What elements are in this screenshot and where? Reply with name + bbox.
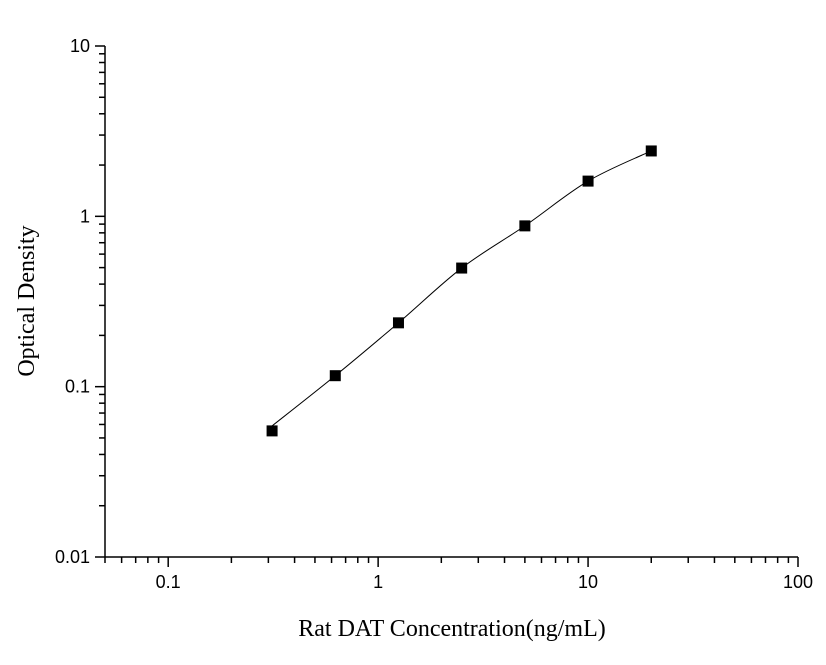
y-tick-label: 1 <box>80 206 90 226</box>
data-point <box>645 145 657 157</box>
data-point <box>456 262 468 274</box>
axes: 0.1 1 10 100 0.01 0.1 1 10 <box>55 36 813 592</box>
data-point <box>266 425 278 437</box>
data-point <box>582 175 594 187</box>
y-tick-label: 10 <box>70 36 90 56</box>
y-tick-label: 0.1 <box>65 377 90 397</box>
data-points <box>266 145 657 437</box>
fit-curve <box>271 150 652 427</box>
x-tick-label: 0.1 <box>156 572 181 592</box>
data-point <box>329 370 341 382</box>
y-axis-title: Optical Density <box>14 225 40 376</box>
data-point <box>392 317 404 329</box>
y-tick-label: 0.01 <box>55 547 90 567</box>
x-tick-label: 100 <box>783 572 813 592</box>
x-tick-label: 1 <box>373 572 383 592</box>
data-point <box>519 220 531 232</box>
x-axis-title: Rat DAT Concentration(ng/mL) <box>298 616 606 642</box>
x-tick-label: 10 <box>578 572 598 592</box>
